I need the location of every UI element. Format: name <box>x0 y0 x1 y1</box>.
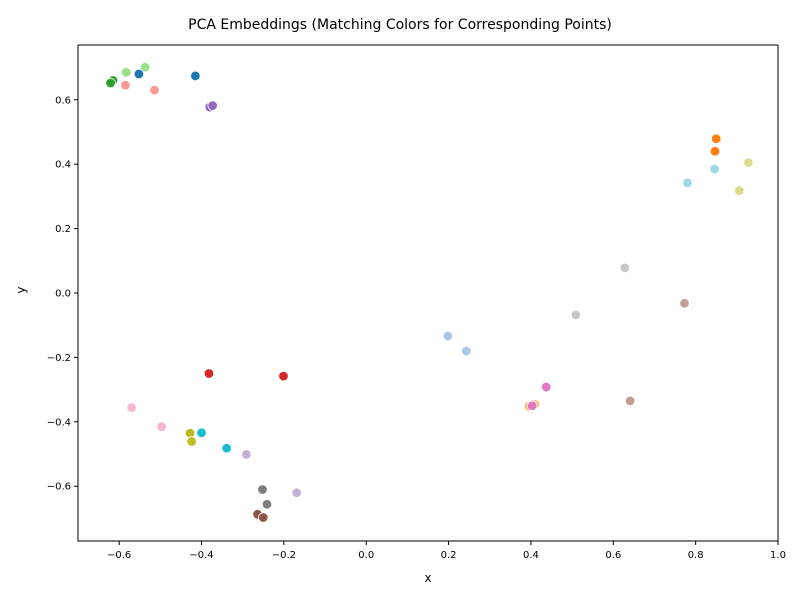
scatter-point <box>105 77 116 89</box>
scatter-point <box>133 68 145 80</box>
x-tick-label: 0.2 <box>441 550 457 561</box>
x-tick-label: 0.4 <box>523 550 539 561</box>
points-layer <box>105 62 754 523</box>
y-tick-label: −0.2 <box>47 353 71 364</box>
scatter-point <box>709 163 720 175</box>
y-axis-ticks: −0.6 −0.4 −0.2 0.0 0.2 0.4 0.6 <box>47 95 78 493</box>
scatter-point <box>120 80 131 91</box>
scatter-point <box>120 67 132 78</box>
scatter-point <box>711 133 722 144</box>
scatter-point <box>196 427 207 438</box>
y-tick-label: 0.0 <box>55 289 71 300</box>
scatter-point <box>221 443 232 454</box>
scatter-point <box>203 368 215 379</box>
scatter-point <box>126 402 137 413</box>
scatter-point <box>743 157 754 168</box>
scatter-point <box>570 309 582 321</box>
scatter-point <box>261 499 273 510</box>
scatter-point <box>442 330 453 342</box>
y-tick-label: 0.6 <box>55 95 71 106</box>
x-tick-label: 0.0 <box>358 550 374 561</box>
scatter-point <box>149 84 160 96</box>
x-tick-label: −0.6 <box>107 550 131 561</box>
scatter-point <box>679 298 690 309</box>
scatter-point <box>190 70 201 82</box>
scatter-point <box>526 400 538 411</box>
scatter-point <box>619 262 631 274</box>
scatter-point <box>207 100 218 111</box>
scatter-point <box>734 185 745 196</box>
scatter-point <box>461 345 472 357</box>
scatter-point <box>186 436 197 447</box>
x-tick-label: −0.4 <box>189 550 213 561</box>
x-axis-ticks: −0.6 −0.4 −0.2 0.0 0.2 0.4 0.6 0.8 1.0 <box>107 541 786 561</box>
x-axis-label: x <box>424 571 431 585</box>
y-tick-label: 0.4 <box>55 160 71 171</box>
y-axis-label: y <box>14 286 28 293</box>
scatter-point <box>257 484 268 495</box>
scatter-point <box>624 395 636 407</box>
y-tick-label: 0.2 <box>55 224 71 235</box>
scatter-point <box>156 421 167 432</box>
scatter-point <box>540 381 552 393</box>
y-tick-label: −0.4 <box>47 417 71 428</box>
scatter-point <box>139 62 151 73</box>
scatter-point <box>184 427 196 439</box>
scatter-point <box>241 449 252 460</box>
x-tick-label: 0.6 <box>605 550 621 561</box>
scatter-point <box>709 146 721 157</box>
scatter-point <box>291 487 302 498</box>
scatter-point <box>682 177 693 189</box>
x-tick-label: 0.8 <box>688 550 704 561</box>
chart-title: PCA Embeddings (Matching Colors for Corr… <box>188 17 612 33</box>
scatter-point <box>278 370 289 382</box>
y-tick-label: −0.6 <box>47 482 71 493</box>
x-tick-label: −0.2 <box>272 550 296 561</box>
x-tick-label: 1.0 <box>770 550 786 561</box>
scatter-point <box>258 512 269 523</box>
